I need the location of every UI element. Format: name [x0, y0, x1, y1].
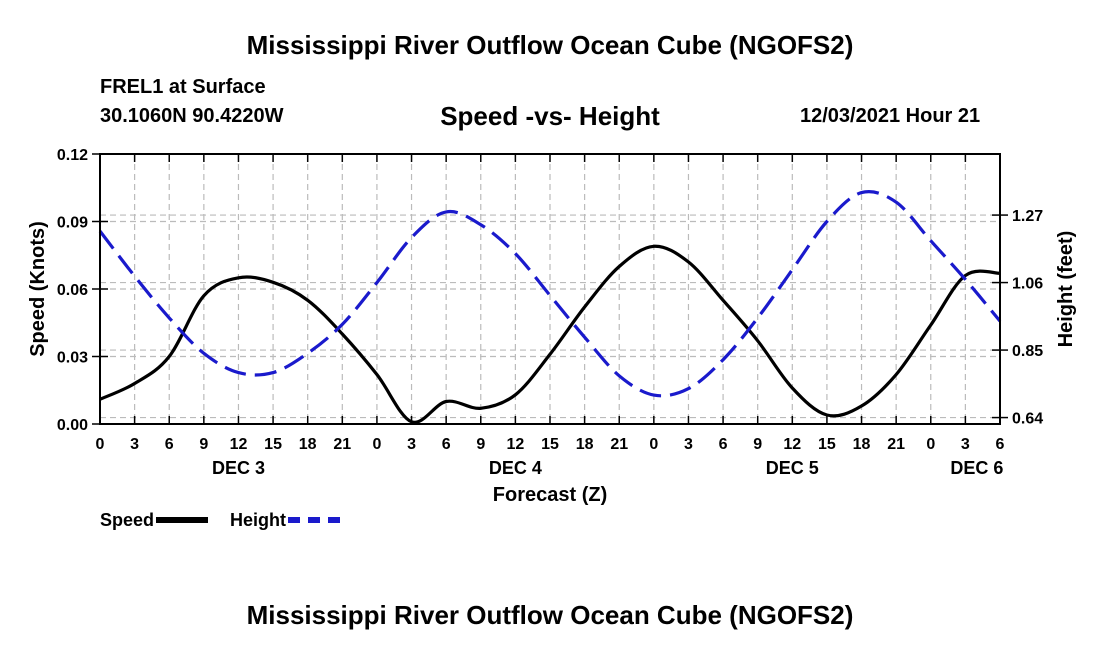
- x-tick-label: 18: [853, 436, 871, 453]
- x-tick-label: 9: [199, 436, 208, 453]
- x-tick-label: 18: [576, 436, 594, 453]
- x-tick-label: 0: [649, 436, 658, 453]
- y-left-tick-label: 0.00: [57, 417, 88, 434]
- y-left-tick-label: 0.09: [57, 215, 88, 232]
- grid: [100, 154, 1000, 424]
- x-tick-label: 0: [926, 436, 935, 453]
- x-tick-label: 15: [264, 436, 282, 453]
- x-tick-label: 12: [230, 436, 248, 453]
- date-label: DEC 5: [766, 458, 819, 478]
- series-layer: [98, 190, 1002, 424]
- y-axis-right-label: Height (feet): [1055, 231, 1077, 348]
- x-tick-label: 15: [818, 436, 836, 453]
- main-title-repeat: Mississippi River Outflow Ocean Cube (NG…: [246, 600, 854, 630]
- y-axis-left-label: Speed (Knots): [27, 221, 49, 357]
- y-left-tick-label: 0.06: [57, 282, 88, 299]
- x-tick-label: 9: [753, 436, 762, 453]
- x-tick-label: 6: [165, 436, 174, 453]
- series-speed-line: [99, 244, 1001, 424]
- legend-speed-swatch: [156, 517, 209, 523]
- main-title: Mississippi River Outflow Ocean Cube (NG…: [246, 30, 854, 60]
- x-tick-label: 6: [719, 436, 728, 453]
- y-left-tick-label: 0.03: [57, 350, 88, 367]
- y-left-tick-label: 0.12: [57, 147, 88, 164]
- x-tick-label: 3: [684, 436, 693, 453]
- legend-speed-label: Speed: [100, 509, 155, 530]
- x-tick-label: 6: [442, 436, 451, 453]
- x-tick-label: 21: [333, 436, 351, 453]
- x-tick-label: 0: [96, 436, 105, 453]
- x-tick-label: 6: [996, 436, 1005, 453]
- x-tick-label: 9: [476, 436, 485, 453]
- chart-subtitle: Speed -vs- Height: [440, 101, 660, 131]
- legend-height: Height: [230, 509, 340, 531]
- x-tick-label: 3: [130, 436, 139, 453]
- y-right-tick-label: 0.64: [1012, 411, 1043, 428]
- station-coordinates: 30.1060N 90.4220W: [100, 105, 284, 127]
- x-tick-label: 12: [506, 436, 524, 453]
- date-label: DEC 3: [212, 458, 265, 478]
- station-label: FREL1 at Surface: [100, 76, 266, 98]
- legend-speed: Speed: [100, 509, 209, 531]
- x-tick-label: 15: [541, 436, 559, 453]
- chart-plot: 0 3 6 9 12 15 18 21 0 3 6 9 12 15 18 21 0 3 6 9 12 15 18 21 0 3 6 D…: [27, 147, 1077, 506]
- x-axis-label: Forecast (Z): [493, 484, 607, 506]
- axes: 0 3 6 9 12 15 18 21 0 3 6 9 12 15 18 21 0 3 6 9 12 15 18 21 0 3 6 D…: [57, 147, 1043, 478]
- x-tick-label: 21: [887, 436, 905, 453]
- y-right-tick-label: 1.06: [1012, 276, 1043, 293]
- x-tick-label: 0: [372, 436, 381, 453]
- legend-height-swatch: [288, 517, 340, 523]
- y-right-tick-label: 0.85: [1012, 343, 1043, 360]
- x-tick-label: 18: [299, 436, 317, 453]
- forecast-datetime: 12/03/2021 Hour 21: [800, 105, 981, 127]
- date-label: DEC 4: [489, 458, 542, 478]
- legend-height-label: Height: [230, 509, 286, 530]
- x-tick-label: 3: [961, 436, 970, 453]
- y-right-tick-label: 1.27: [1012, 208, 1043, 225]
- x-tick-label: 3: [407, 436, 416, 453]
- x-tick-label: 21: [610, 436, 628, 453]
- date-label: DEC 6: [950, 458, 1003, 478]
- x-tick-label: 12: [783, 436, 801, 453]
